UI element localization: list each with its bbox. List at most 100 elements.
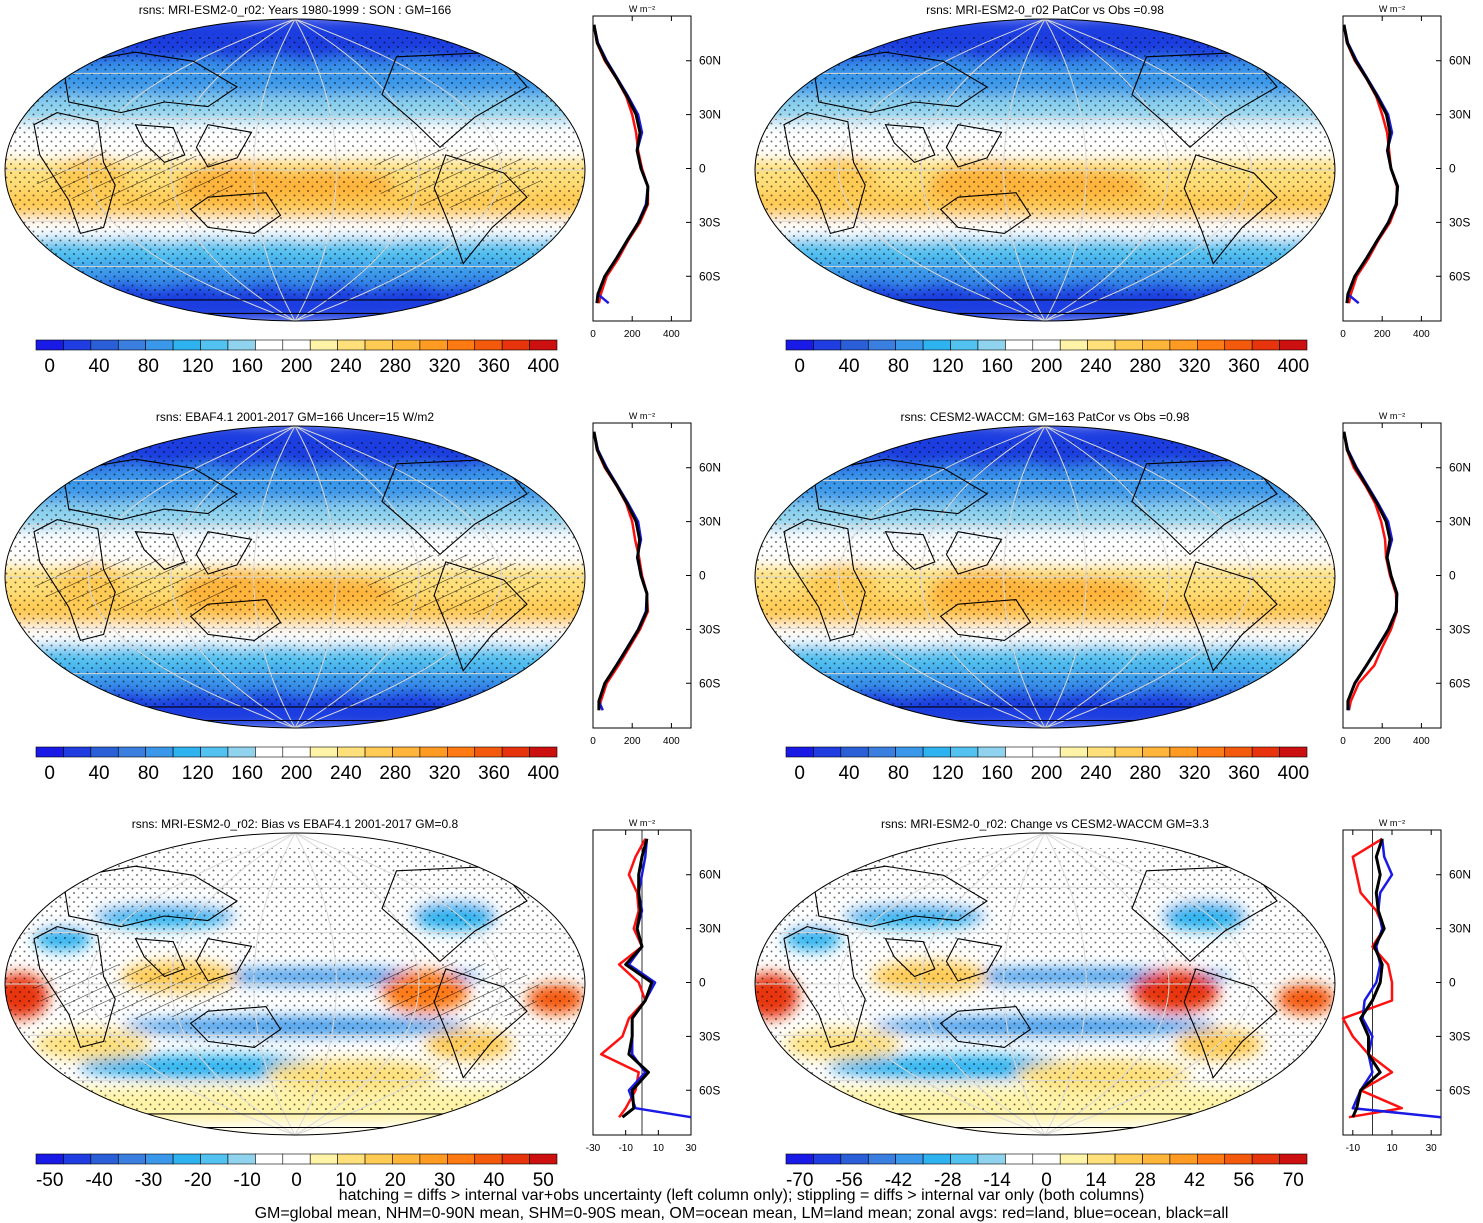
colorbar-swatch bbox=[145, 746, 174, 758]
map-border bbox=[754, 425, 1336, 729]
colorbar-tick-label: -50 bbox=[36, 1170, 63, 1191]
colorbar-swatch bbox=[950, 1153, 979, 1165]
profile-ytick-label: 30S bbox=[1449, 1029, 1470, 1043]
colorbar-swatch bbox=[282, 1153, 311, 1165]
colorbar-swatch bbox=[172, 339, 201, 351]
colorbar-swatch bbox=[1142, 1153, 1171, 1165]
graticule-meridian bbox=[253, 833, 296, 1135]
colorbar-tick-label: 80 bbox=[138, 356, 159, 377]
colorbar-swatch bbox=[35, 339, 64, 351]
graticule-meridian bbox=[1044, 426, 1170, 728]
colorbar-swatch bbox=[1169, 1153, 1198, 1165]
profile-ocean-line bbox=[1351, 838, 1442, 1119]
graticule-meridian bbox=[920, 833, 1046, 1135]
coastline bbox=[783, 112, 866, 235]
colorbar-tick-label: -30 bbox=[135, 1170, 162, 1191]
colorbar-swatch bbox=[950, 746, 979, 758]
colorbar-swatch bbox=[1279, 746, 1308, 758]
colorbar-swatch bbox=[813, 746, 842, 758]
profile-xtick-label: -10 bbox=[618, 1143, 633, 1154]
colorbar: -70 -56 -42 -28 -14 0 14 28 42 56 70 bbox=[785, 1153, 1308, 1191]
profile-ytick-label: 60N bbox=[699, 461, 721, 475]
coastline bbox=[195, 938, 253, 982]
zonal-profile: W m⁻² 60N 30N 0 30S 60S 0 200 400 bbox=[590, 411, 721, 747]
profile-xtick-label: -10 bbox=[1346, 1143, 1361, 1154]
zonal-profile: W m⁻² 60N 30N 0 30S 60S -10 10 30 bbox=[1341, 818, 1471, 1154]
profile-land-line bbox=[1341, 837, 1404, 1119]
colorbar-tick-label: 0 bbox=[44, 356, 55, 377]
colorbar-swatch bbox=[1224, 746, 1253, 758]
profile-ytick-label: 60N bbox=[1449, 868, 1471, 882]
colorbar-swatch bbox=[977, 1153, 1006, 1165]
colorbar-swatch bbox=[1224, 339, 1253, 351]
graticule-meridian bbox=[170, 833, 296, 1135]
map-border bbox=[4, 18, 586, 322]
colorbar-tick-label: 320 bbox=[1179, 763, 1211, 784]
graticule-meridian bbox=[1044, 833, 1170, 1135]
map-border bbox=[754, 18, 1336, 322]
colorbar-swatch bbox=[1114, 1153, 1143, 1165]
colorbar-tick-label: 120 bbox=[932, 356, 964, 377]
colorbar-swatch bbox=[1224, 1153, 1253, 1165]
graticule-meridian bbox=[1044, 426, 1087, 728]
colorbar-swatch bbox=[392, 1153, 421, 1165]
map-border bbox=[4, 832, 586, 1136]
coastline bbox=[939, 599, 1032, 641]
map bbox=[755, 426, 1335, 728]
panel-4: rsns: CESM2-WACCM: GM=163 PatCor vs Obs … bbox=[754, 410, 1471, 784]
graticule-meridian bbox=[294, 19, 337, 321]
profile-xtick-label: 10 bbox=[1386, 1143, 1398, 1154]
panel-3: rsns: EBAF4.1 2001-2017 GM=166 Uncer=15 … bbox=[4, 410, 721, 784]
colorbar-swatch bbox=[1087, 339, 1116, 351]
colorbar-tick-label: 320 bbox=[1179, 356, 1211, 377]
colorbar-tick-label: 200 bbox=[1031, 763, 1063, 784]
colorbar-swatch bbox=[1114, 339, 1143, 351]
colorbar-tick-label: -14 bbox=[983, 1170, 1011, 1191]
profile-all-line bbox=[592, 431, 649, 711]
colorbar-swatch bbox=[364, 746, 393, 758]
colorbar-swatch bbox=[1059, 1153, 1088, 1165]
colorbar-swatch bbox=[447, 746, 476, 758]
profile-ytick-label: 60N bbox=[1449, 461, 1471, 475]
colorbar-swatch bbox=[1087, 1153, 1116, 1165]
colorbar-swatch bbox=[447, 1153, 476, 1165]
colorbar-swatch bbox=[1059, 339, 1088, 351]
profile-xtick-label: 400 bbox=[663, 736, 680, 747]
colorbar-swatch bbox=[63, 1153, 92, 1165]
colorbar-tick-label: 120 bbox=[182, 763, 214, 784]
coastline bbox=[1183, 561, 1278, 672]
profile-ytick-label: 30S bbox=[1449, 215, 1470, 229]
graticule-meridian bbox=[1044, 833, 1252, 1135]
coastline bbox=[33, 519, 116, 642]
colorbar-tick-label: 400 bbox=[1277, 356, 1309, 377]
footer-note-legend: GM=global mean, NHM=0-90N mean, SHM=0-90… bbox=[254, 1205, 1229, 1222]
coastline bbox=[134, 938, 186, 978]
colorbar-swatch bbox=[895, 746, 924, 758]
coastline bbox=[134, 124, 186, 164]
colorbar-swatch bbox=[364, 339, 393, 351]
colorbar-swatch bbox=[392, 746, 421, 758]
colorbar-swatch bbox=[529, 339, 558, 351]
coastline bbox=[33, 112, 116, 235]
graticule-meridian bbox=[920, 19, 1046, 321]
zonal-profile: W m⁻² 60N 30N 0 30S 60S 0 200 400 bbox=[590, 4, 721, 340]
coastline bbox=[783, 926, 866, 1049]
profile-xtick-label: 0 bbox=[590, 736, 596, 747]
coastline bbox=[189, 1006, 282, 1048]
colorbar-swatch bbox=[1197, 339, 1226, 351]
colorbar-swatch bbox=[227, 746, 256, 758]
profile-ytick-label: 30S bbox=[699, 622, 720, 636]
profile-ytick-label: 60S bbox=[1449, 676, 1470, 690]
panel-title: rsns: MRI-ESM2-0_r02: Bias vs EBAF4.1 20… bbox=[132, 817, 459, 831]
colorbar-tick-label: 240 bbox=[1080, 356, 1112, 377]
colorbar-tick-label: 0 bbox=[291, 1170, 302, 1191]
profile-all-line bbox=[1342, 431, 1399, 711]
colorbar-swatch bbox=[922, 1153, 951, 1165]
profile-ytick-label: 30S bbox=[699, 1029, 720, 1043]
colorbar-swatch bbox=[1251, 339, 1280, 351]
colorbar: -50 -40 -30 -20 -10 0 10 20 30 40 50 bbox=[35, 1153, 558, 1191]
colorbar-tick-label: 360 bbox=[1228, 763, 1260, 784]
map bbox=[5, 833, 585, 1135]
field-patch bbox=[5, 426, 107, 476]
colorbar-swatch bbox=[172, 1153, 201, 1165]
